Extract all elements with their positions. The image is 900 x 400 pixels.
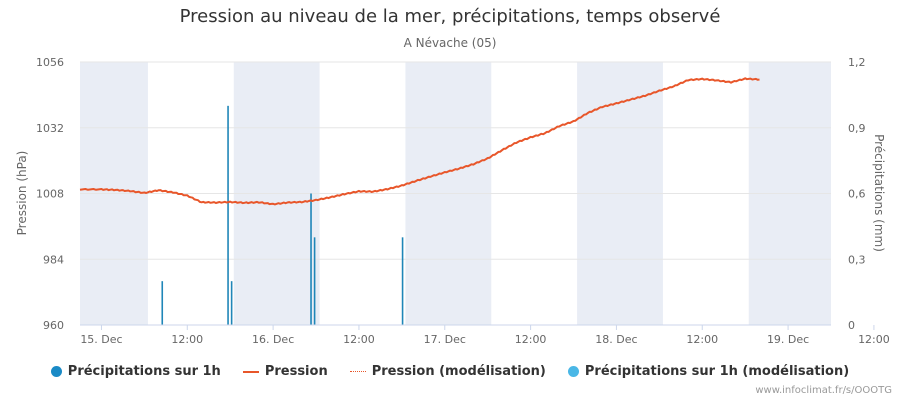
tick-labels: 15. Dec 12:00 16. Dec 12:00 17. Dec 12:00 18. …	[36, 56, 890, 346]
x-tick-label: 19. Dec	[767, 333, 809, 346]
y-right-tick-label: 0,6	[848, 188, 866, 201]
x-tick-label: 12:00	[171, 333, 203, 346]
legend-label: Pression (modélisation)	[371, 364, 546, 379]
x-tick-label: 16. Dec	[252, 333, 294, 346]
y-right-tick-label: 0,9	[848, 122, 866, 135]
y-right-tick-label: 1,2	[848, 56, 866, 69]
legend-item[interactable]: Précipitations sur 1h	[50, 364, 221, 379]
chart-title: Pression au niveau de la mer, précipitat…	[179, 6, 721, 27]
precip-bar[interactable]	[310, 193, 312, 326]
legend-line-icon	[242, 370, 259, 373]
legend-label: Pression	[264, 364, 328, 379]
y-left-tick-label: 1056	[36, 56, 64, 69]
precip-bar[interactable]	[227, 105, 229, 325]
y-left-tick-label: 1032	[36, 122, 64, 135]
legend: Précipitations sur 1h Pression Pression (m…	[0, 364, 900, 379]
x-tick-label: 12:00	[686, 333, 718, 346]
x-tick-label: 12:00	[515, 333, 547, 346]
y-axis-left-title: Pression (hPa)	[15, 151, 29, 236]
x-tick-label: 18. Dec	[595, 333, 637, 346]
credit-link[interactable]: www.infoclimat.fr/s/OOOTG	[755, 385, 892, 396]
legend-dot-icon	[50, 366, 62, 377]
x-tick-label: 15. Dec	[80, 333, 122, 346]
x-tick-label: 12:00	[858, 333, 890, 346]
legend-label: Précipitations sur 1h (modélisation)	[584, 364, 850, 379]
x-tick-label: 17. Dec	[424, 333, 466, 346]
precip-bars	[161, 105, 404, 326]
legend-item[interactable]: Pression	[242, 364, 328, 379]
precip-bar[interactable]	[161, 281, 164, 325]
legend-label: Précipitations sur 1h	[67, 364, 221, 379]
legend-item[interactable]: Pression (modélisation)	[349, 364, 546, 379]
legend-line-icon	[349, 371, 366, 372]
y-left-tick-label: 1008	[36, 188, 64, 201]
precip-bar[interactable]	[230, 281, 233, 325]
y-right-tick-label: 0	[848, 319, 855, 332]
precip-bar[interactable]	[401, 237, 404, 325]
pressure-line	[79, 77, 760, 206]
x-tick-label: 12:00	[343, 333, 375, 346]
legend-item[interactable]: Précipitations sur 1h (modélisation)	[567, 364, 850, 379]
legend-dot-icon	[567, 366, 579, 377]
y-right-tick-label: 0,3	[848, 253, 866, 266]
chart-subtitle: A Névache (05)	[403, 36, 497, 50]
y-left-tick-label: 960	[43, 319, 64, 332]
y-left-tick-label: 984	[43, 253, 64, 266]
precip-bar[interactable]	[313, 237, 316, 325]
axes	[80, 324, 875, 330]
y-axis-right-title: Précipitations (mm)	[872, 134, 886, 252]
pressure-series-line[interactable]	[79, 77, 760, 206]
